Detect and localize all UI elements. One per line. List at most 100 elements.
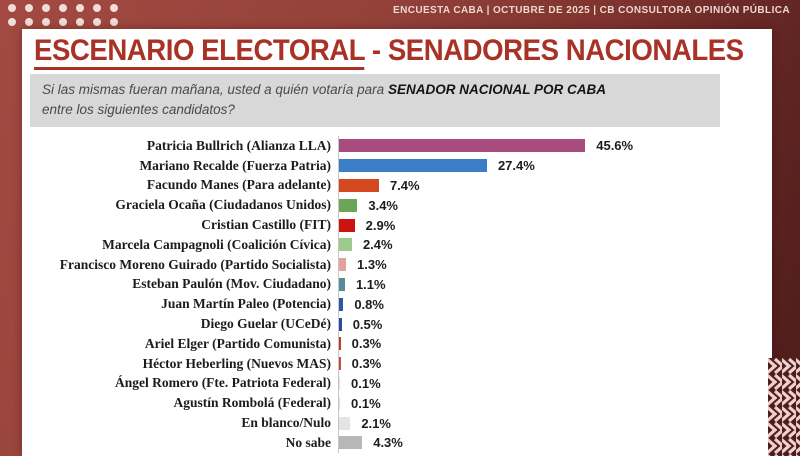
dot-icon [25, 18, 33, 26]
candidate-label: Marcela Campagnoli (Coalición Cívica) [102, 236, 331, 252]
chart-row: Ariel Elger (Partido Comunista) 0.3% [22, 333, 772, 354]
bar-area: 0.3% [338, 333, 772, 354]
candidate-label: Facundo Manes (Para adelante) [146, 177, 331, 193]
zigzag-decoration [768, 358, 800, 456]
candidate-label: Cristian Castillo (FIT) [201, 217, 331, 233]
chart-row: Marcela Campagnoli (Coalición Cívica) 2.4… [22, 234, 772, 255]
chart-row: Graciela Ocaña (Ciudadanos Unidos) 3.4% [22, 195, 772, 216]
chart-row: Juan Martín Paleo (Potencia) 0.8% [22, 294, 772, 315]
dot-icon [42, 18, 50, 26]
bar-area: 0.5% [338, 314, 772, 334]
bar-area: 0.1% [338, 393, 772, 414]
result-bar [339, 238, 352, 252]
candidate-label: No sabe [285, 434, 331, 450]
percentage-label: 4.3% [373, 435, 403, 451]
candidate-label: En blanco/Nulo [241, 415, 331, 431]
percentage-label: 0.5% [352, 316, 383, 332]
candidate-label: Héctor Heberling (Nuevos MAS) [142, 355, 331, 371]
dot-icon [110, 18, 118, 26]
candidate-label: Ariel Elger (Partido Comunista) [144, 335, 331, 351]
dot-row [8, 4, 118, 12]
percentage-label: 0.1% [351, 375, 381, 391]
percentage-label: 0.8% [354, 296, 384, 312]
chart-row: Facundo Manes (Para adelante) 7.4% [22, 175, 772, 196]
percentage-label: 45.6% [596, 138, 634, 154]
dot-icon [76, 18, 84, 26]
percentage-label: 3.4% [368, 197, 398, 213]
question-text: Si las mismas fueran mañana, usted a qui… [42, 82, 388, 97]
broadcast-header-text: ENCUESTA CABA | OCTUBRE DE 2025 | CB CON… [393, 5, 790, 16]
bar-area: 7.4% [338, 175, 772, 196]
survey-question: Si las mismas fueran mañana, usted a qui… [30, 74, 720, 127]
result-bar [339, 297, 344, 311]
chart-row: Ángel Romero (Fte. Patriota Federal) 0.1% [22, 373, 772, 394]
chart: Patricia Bullrich (Alianza LLA) 45.6% Mari… [22, 136, 772, 453]
poll-card: ESCENARIO ELECTORAL - SENADORES NACIONAL… [22, 29, 772, 456]
percentage-label: 1.3% [357, 257, 387, 273]
chart-row: Agustín Rombolá (Federal) 0.1% [22, 393, 772, 414]
result-bar [339, 357, 341, 371]
chart-row: En blanco/Nulo 2.1% [22, 413, 772, 433]
percentage-label: 27.4% [497, 158, 535, 174]
dot-icon [25, 4, 33, 12]
chart-row: Francisco Moreno Guirado (Partido Social… [22, 254, 772, 275]
bar-area: 2.1% [338, 413, 772, 433]
candidate-label: Graciela Ocaña (Ciudadanos Unidos) [115, 197, 331, 213]
candidate-label: Juan Martín Paleo (Potencia) [161, 296, 331, 312]
page-title: ESCENARIO ELECTORAL - SENADORES NACIONAL… [34, 34, 744, 70]
result-bar [339, 277, 345, 291]
percentage-label: 2.1% [361, 415, 391, 431]
chart-row: Cristian Castillo (FIT) 2.9% [22, 215, 772, 235]
dot-icon [8, 4, 16, 12]
chart-row: Patricia Bullrich (Alianza LLA) 45.6% [22, 136, 772, 156]
percentage-label: 2.4% [362, 237, 393, 253]
bar-area: 4.3% [338, 432, 772, 453]
bar-area: 1.1% [338, 274, 772, 295]
result-bar [339, 416, 351, 430]
chart-row: Mariano Recalde (Fuerza Patria) 27.4% [22, 155, 772, 176]
dot-row [8, 18, 118, 26]
candidate-label: Mariano Recalde (Fuerza Patria) [139, 157, 331, 173]
dots-decoration [8, 4, 118, 32]
candidate-label: Patricia Bullrich (Alianza LLA) [146, 137, 331, 153]
candidate-label: Agustín Rombolá (Federal) [173, 395, 332, 411]
title-second-part: SENADORES NACIONALES [387, 34, 744, 67]
chart-row: No sabe 4.3% [22, 432, 772, 453]
bar-area: 2.4% [338, 234, 772, 255]
result-bar [339, 218, 355, 232]
bar-area: 2.9% [338, 215, 772, 235]
candidate-label: Esteban Paulón (Mov. Ciudadano) [132, 276, 331, 292]
bar-area: 45.6% [338, 136, 772, 156]
result-bar [339, 396, 340, 410]
chart-row: Esteban Paulón (Mov. Ciudadano) 1.1% [22, 274, 772, 295]
result-bar [339, 139, 586, 153]
percentage-label: 7.4% [389, 177, 420, 193]
percentage-label: 2.9% [365, 217, 396, 233]
dot-icon [110, 4, 118, 12]
bar-area: 0.1% [338, 373, 772, 394]
result-bar [339, 376, 340, 390]
result-bar [339, 198, 358, 212]
dot-icon [59, 4, 67, 12]
percentage-label: 0.3% [351, 336, 382, 352]
result-bar [339, 258, 347, 272]
bar-area: 0.8% [338, 294, 772, 315]
dot-icon [8, 18, 16, 26]
bar-area: 1.3% [338, 254, 772, 275]
title-separator: - [364, 34, 388, 67]
question-highlight: SENADOR NACIONAL POR CABA [387, 82, 606, 97]
percentage-label: 0.1% [351, 395, 381, 411]
dot-icon [59, 18, 67, 26]
bar-area: 0.3% [338, 353, 772, 374]
dot-icon [76, 4, 84, 12]
candidate-label: Francisco Moreno Guirado (Partido Social… [59, 256, 331, 272]
candidate-label: Diego Guelar (UCeDé) [200, 316, 331, 332]
result-bar [339, 178, 379, 192]
bar-area: 27.4% [338, 155, 772, 176]
result-bar [339, 159, 487, 173]
result-bar [339, 436, 363, 450]
chart-row: Diego Guelar (UCeDé) 0.5% [22, 314, 772, 334]
dot-icon [93, 18, 101, 26]
chart-row: Héctor Heberling (Nuevos MAS) 0.3% [22, 353, 772, 374]
percentage-label: 1.1% [355, 276, 386, 292]
